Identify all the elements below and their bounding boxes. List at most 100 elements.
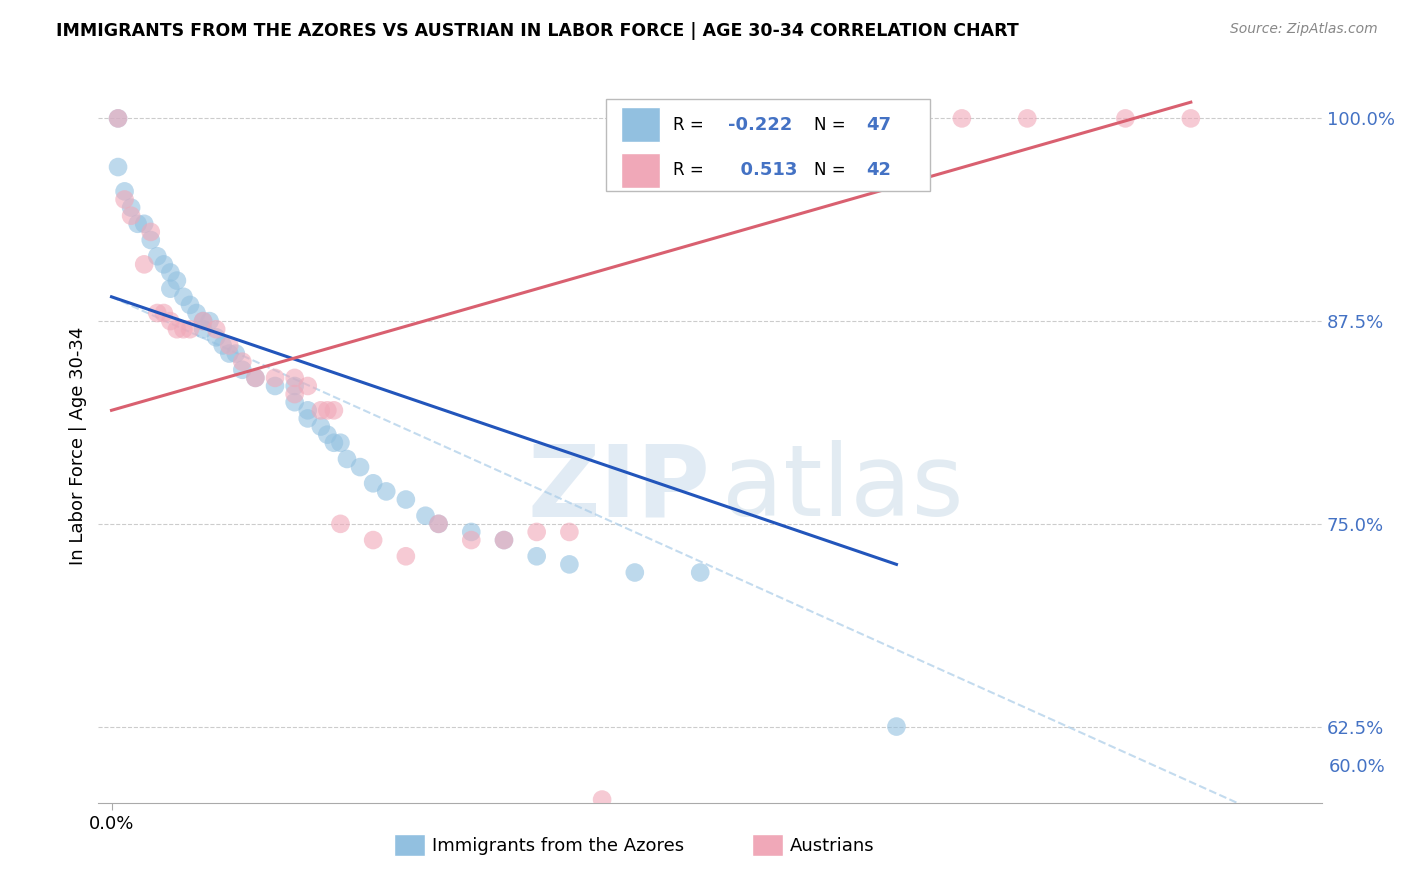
Point: [107, 112, 129, 126]
Point: [134, 257, 156, 271]
Text: atlas: atlas: [723, 441, 965, 537]
Point: [107, 112, 129, 126]
Point: [336, 452, 359, 467]
Point: [689, 566, 711, 580]
Point: [179, 322, 201, 336]
Point: [361, 533, 384, 547]
Point: [316, 403, 339, 417]
Point: [146, 249, 169, 263]
Point: [375, 484, 398, 499]
Point: [153, 257, 176, 271]
Point: [395, 492, 418, 507]
Point: [205, 322, 228, 336]
FancyBboxPatch shape: [606, 99, 931, 191]
Text: ZIP: ZIP: [527, 441, 710, 537]
Point: [166, 322, 188, 336]
Text: Immigrants from the Azores: Immigrants from the Azores: [432, 837, 683, 855]
Point: [1180, 112, 1202, 126]
Point: [591, 792, 613, 806]
Point: [657, 112, 679, 126]
Point: [558, 558, 581, 572]
Text: 42: 42: [866, 161, 891, 179]
Point: [191, 322, 214, 336]
Text: -0.222: -0.222: [728, 116, 793, 134]
Point: [205, 330, 228, 344]
Point: [153, 306, 176, 320]
Text: IMMIGRANTS FROM THE AZORES VS AUSTRIAN IN LABOR FORCE | AGE 30-34 CORRELATION CH: IMMIGRANTS FROM THE AZORES VS AUSTRIAN I…: [56, 22, 1019, 40]
Point: [211, 338, 233, 352]
Text: R =: R =: [673, 161, 710, 179]
Point: [284, 379, 307, 393]
Point: [349, 460, 371, 475]
Point: [284, 371, 307, 385]
Bar: [620, 153, 659, 188]
Point: [231, 354, 253, 368]
Point: [120, 201, 142, 215]
Point: [284, 387, 307, 401]
Point: [886, 720, 908, 734]
Point: [322, 435, 344, 450]
Point: [689, 112, 711, 126]
Point: [329, 516, 352, 531]
Point: [231, 363, 253, 377]
Point: [172, 322, 194, 336]
Point: [134, 217, 156, 231]
Point: [309, 403, 332, 417]
Point: [526, 549, 548, 564]
Point: [139, 233, 162, 247]
Text: 60.0%: 60.0%: [1329, 758, 1385, 776]
Point: [950, 112, 973, 126]
Point: [159, 265, 181, 279]
Bar: [620, 107, 659, 142]
Point: [427, 516, 450, 531]
Text: N =: N =: [814, 161, 851, 179]
Point: [225, 346, 247, 360]
Point: [139, 225, 162, 239]
Point: [198, 314, 221, 328]
Point: [107, 160, 129, 174]
Point: [191, 314, 214, 328]
Text: 47: 47: [866, 116, 891, 134]
Point: [218, 338, 240, 352]
Point: [820, 112, 842, 126]
Point: [460, 533, 482, 547]
Text: 0.513: 0.513: [728, 161, 797, 179]
Point: [172, 290, 194, 304]
Point: [166, 274, 188, 288]
Point: [264, 371, 287, 385]
Point: [492, 533, 515, 547]
Point: [316, 427, 339, 442]
Point: [623, 112, 645, 126]
Point: [245, 371, 267, 385]
Point: [329, 435, 352, 450]
Point: [120, 209, 142, 223]
Point: [159, 282, 181, 296]
Point: [415, 508, 437, 523]
Point: [623, 566, 645, 580]
Point: [322, 403, 344, 417]
Point: [114, 193, 136, 207]
Point: [284, 395, 307, 409]
Text: N =: N =: [814, 116, 851, 134]
Point: [361, 476, 384, 491]
Point: [186, 306, 208, 320]
Point: [886, 112, 908, 126]
Point: [395, 549, 418, 564]
Point: [1017, 112, 1039, 126]
Point: [191, 314, 214, 328]
Point: [159, 314, 181, 328]
Point: [297, 379, 319, 393]
Point: [264, 379, 287, 393]
Y-axis label: In Labor Force | Age 30-34: In Labor Force | Age 30-34: [69, 326, 87, 566]
Point: [146, 306, 169, 320]
Text: Austrians: Austrians: [790, 837, 875, 855]
Point: [297, 411, 319, 425]
Point: [526, 524, 548, 539]
Point: [427, 516, 450, 531]
Point: [127, 217, 149, 231]
Point: [297, 403, 319, 417]
Point: [114, 185, 136, 199]
Point: [245, 371, 267, 385]
Point: [218, 346, 240, 360]
Point: [755, 112, 778, 126]
